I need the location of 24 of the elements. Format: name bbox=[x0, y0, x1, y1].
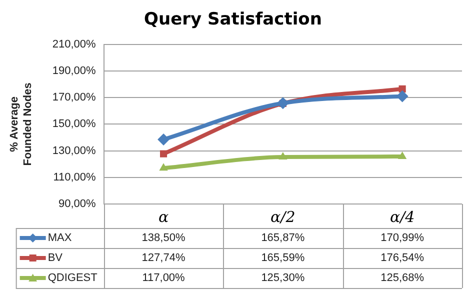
legend-label: BV bbox=[48, 252, 64, 264]
y-tick-label: 170,00% bbox=[52, 92, 96, 104]
legend-label: MAX bbox=[48, 232, 72, 244]
data-label: 125,30% bbox=[261, 272, 305, 284]
y-axis-title: % Average Founded Nodes bbox=[8, 82, 34, 166]
y-tick-label: 210,00% bbox=[52, 38, 96, 50]
data-label: 127,74% bbox=[142, 252, 186, 264]
y-tick-label: 150,00% bbox=[52, 118, 96, 130]
data-label: 165,87% bbox=[261, 232, 305, 244]
y-tick-label: 190,00% bbox=[52, 65, 96, 78]
data-label: 165,59% bbox=[261, 252, 305, 264]
chart-title: Query Satisfaction bbox=[144, 10, 322, 30]
legend-label: QDIGEST bbox=[48, 272, 98, 284]
data-label: 117,00% bbox=[142, 272, 186, 284]
data-label: 125,68% bbox=[380, 272, 424, 284]
data-label: 170,99% bbox=[380, 232, 424, 244]
y-tick-label: 130,00% bbox=[52, 144, 96, 157]
x-tick-label: α bbox=[158, 208, 169, 226]
y-tick-label: 110,00% bbox=[53, 171, 96, 184]
x-tick-label: α/2 bbox=[270, 208, 296, 226]
y-tick-label: 90,00% bbox=[58, 198, 96, 210]
x-tick-label: α/4 bbox=[390, 208, 415, 226]
data-label: 138,50% bbox=[142, 232, 186, 244]
data-label: 176,54% bbox=[380, 252, 424, 264]
